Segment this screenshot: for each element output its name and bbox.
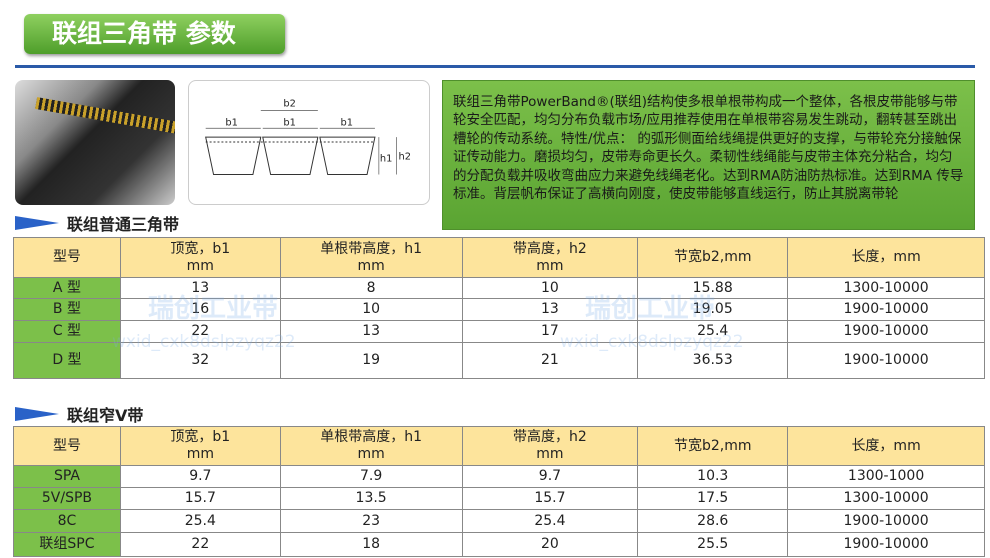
spec-table-classic: 型号 顶宽，b1 mm 单根带高度，h1 mm 带高度，h2 mm 节宽b2,mm 长度，…: [13, 237, 985, 379]
model-cell: SPA: [13, 465, 121, 488]
value-cell: 8: [279, 277, 463, 299]
value-cell: 15.88: [637, 277, 789, 299]
header-row: 型号 顶宽，b1 mm 单根带高度，h1 mm 带高度，h2 mm 节宽b2,mm 长度，…: [13, 237, 985, 278]
value-cell: 13: [279, 320, 463, 343]
model-cell: 联组SPC: [13, 532, 121, 557]
value-cell: 13: [119, 277, 281, 299]
model-cell: B 型: [13, 298, 121, 321]
label-h2: h2: [399, 152, 411, 163]
column-header: 顶宽，b1 mm: [119, 237, 281, 278]
page-title: 联组三角带 参数: [24, 14, 285, 54]
model-cell: 8C: [13, 509, 121, 533]
column-header: 型号: [13, 426, 121, 466]
value-cell: 15.7: [119, 487, 281, 510]
column-header: 单根带高度，h1 mm: [279, 426, 463, 466]
value-cell: 23: [279, 509, 463, 533]
value-cell: 20: [461, 532, 639, 557]
arrow-icon: [15, 216, 59, 230]
spec-table-narrow: 型号 顶宽，b1 mm 单根带高度，h1 mm 带高度，h2 mm 节宽b2,mm 长度，…: [13, 426, 985, 557]
value-cell: 13.5: [279, 487, 463, 510]
value-cell: 7.9: [279, 465, 463, 488]
model-cell: D 型: [13, 342, 121, 379]
value-cell: 1300-10000: [787, 277, 985, 299]
value-cell: 9.7: [119, 465, 281, 488]
value-cell: 32: [119, 342, 281, 379]
value-cell: 25.4: [119, 509, 281, 533]
label-b2: b2: [283, 99, 296, 110]
model-cell: A 型: [13, 277, 121, 299]
value-cell: 1900-10000: [787, 298, 985, 321]
value-cell: 1900-10000: [787, 342, 985, 379]
belt-cross-section-diagram: b2 b1 b1 b1 h1 h2: [188, 80, 430, 205]
value-cell: 15.7: [461, 487, 639, 510]
section-heading: 联组窄V带: [15, 404, 143, 425]
column-header: 带高度，h2 mm: [461, 237, 639, 278]
label-b1: b1: [340, 117, 352, 128]
value-cell: 16: [119, 298, 281, 321]
value-cell: 18: [279, 532, 463, 557]
divider: [15, 65, 975, 68]
value-cell: 1300-1000: [787, 465, 985, 488]
model-cell: C 型: [13, 320, 121, 343]
value-cell: 13: [461, 298, 639, 321]
column-header: 长度，mm: [787, 426, 985, 466]
label-b1: b1: [283, 117, 296, 128]
table-row: D 型 32 19 21 36.53 1900-10000: [13, 342, 985, 379]
model-cell: 5V/SPB: [13, 487, 121, 510]
table-row: SPA 9.7 7.9 9.7 10.3 1300-1000: [13, 465, 985, 488]
header-row: 型号 顶宽，b1 mm 单根带高度，h1 mm 带高度，h2 mm 节宽b2,mm 长度，…: [13, 426, 985, 466]
column-header: 型号: [13, 237, 121, 278]
section-heading: 联组普通三角带: [15, 213, 179, 234]
label-b1: b1: [225, 117, 238, 128]
label-h1: h1: [380, 154, 392, 165]
value-cell: 25.4: [637, 320, 789, 343]
table-row: 联组SPC 22 18 20 25.5 1900-10000: [13, 532, 985, 557]
value-cell: 21: [461, 342, 639, 379]
value-cell: 25.4: [461, 509, 639, 533]
column-header: 单根带高度，h1 mm: [279, 237, 463, 278]
column-header: 长度，mm: [787, 237, 985, 278]
value-cell: 19: [279, 342, 463, 379]
value-cell: 10: [279, 298, 463, 321]
value-cell: 1900-10000: [787, 320, 985, 343]
value-cell: 22: [119, 320, 281, 343]
value-cell: 1900-10000: [787, 532, 985, 557]
value-cell: 1300-10000: [787, 487, 985, 510]
column-header: 节宽b2,mm: [637, 237, 789, 278]
value-cell: 36.53: [637, 342, 789, 379]
value-cell: 9.7: [461, 465, 639, 488]
table-row: 5V/SPB 15.7 13.5 15.7 17.5 1300-10000: [13, 487, 985, 510]
column-header: 顶宽，b1 mm: [119, 426, 281, 466]
value-cell: 17.5: [637, 487, 789, 510]
column-header: 带高度，h2 mm: [461, 426, 639, 466]
table-row: 8C 25.4 23 25.4 28.6 1900-10000: [13, 509, 985, 533]
value-cell: 19.05: [637, 298, 789, 321]
value-cell: 10: [461, 277, 639, 299]
description-box: 联组三角带PowerBand®(联组)结构使多根单根带构成一个整体，各根皮带能够…: [442, 80, 975, 230]
value-cell: 10.3: [637, 465, 789, 488]
value-cell: 1900-10000: [787, 509, 985, 533]
belt-photo: [15, 80, 175, 205]
column-header: 节宽b2,mm: [637, 426, 789, 466]
value-cell: 22: [119, 532, 281, 557]
value-cell: 17: [461, 320, 639, 343]
table-row: B 型 16 10 13 19.05 1900-10000: [13, 298, 985, 321]
value-cell: 25.5: [637, 532, 789, 557]
table-row: C 型 22 13 17 25.4 1900-10000: [13, 320, 985, 343]
value-cell: 28.6: [637, 509, 789, 533]
table-row: A 型 13 8 10 15.88 1300-10000: [13, 277, 985, 299]
arrow-icon: [15, 407, 59, 421]
